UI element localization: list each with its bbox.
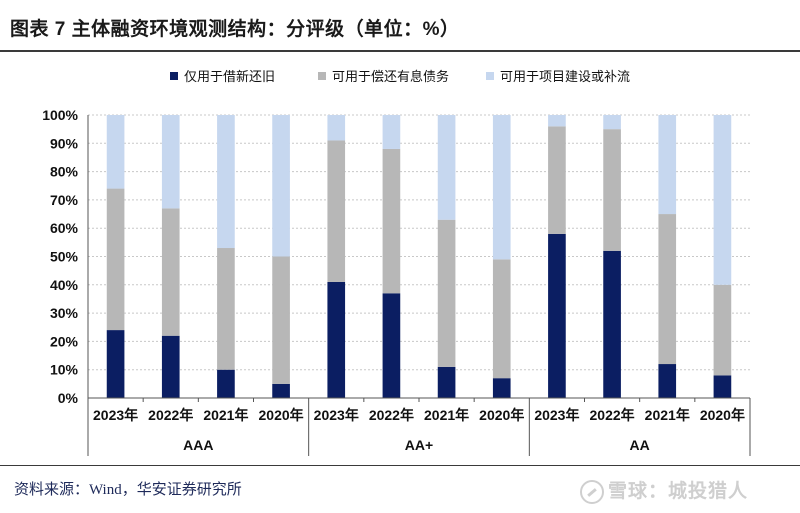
footer-divider (0, 465, 800, 466)
x-tick-label: 2021年 (645, 407, 690, 423)
y-tick-label: 30% (50, 305, 79, 321)
watermark-text: 雪球：城投猎人 (608, 481, 749, 502)
x-tick-label: 2023年 (534, 407, 579, 423)
bar-segment-2 (437, 219, 456, 367)
legend-swatch-2 (318, 72, 326, 80)
bar-segment-1 (603, 250, 621, 398)
title-divider (0, 50, 800, 52)
bar-segment-3 (272, 115, 290, 257)
bar-segment-1 (327, 281, 346, 398)
chart-bars (106, 115, 732, 398)
legend-label-1: 仅用于借新还旧 (184, 69, 275, 84)
legend-swatch-3 (486, 72, 494, 80)
bar-segment-1 (161, 335, 180, 398)
bar-segment-3 (382, 115, 401, 149)
bar-segment-2 (327, 140, 346, 282)
bar-segment-3 (161, 115, 180, 209)
x-tick-label: 2023年 (314, 407, 359, 423)
bar-segment-1 (492, 378, 511, 398)
chart-labels: 0% 10% 20% 30% 40% 50% 60% 70% 80% 90% 100% 2023年 20… (42, 107, 745, 453)
bar-segment-3 (603, 115, 621, 130)
bar-segment-2 (603, 129, 621, 251)
bar-segment-1 (217, 369, 235, 398)
bar-segment-2 (106, 188, 125, 331)
bar-segment-1 (382, 293, 401, 398)
chart-gridlines (88, 114, 750, 371)
bar-segment-1 (272, 383, 290, 398)
x-tick-label: 2020年 (259, 407, 304, 423)
y-tick-label: 70% (50, 192, 79, 208)
x-tick-label: 2020年 (479, 407, 524, 423)
bar-segment-3 (327, 115, 346, 141)
bar-segment-1 (713, 375, 732, 398)
bar-segment-2 (713, 284, 732, 376)
chart-legend: 仅用于借新还旧 可用于偿还有息债务 可用于项目建设或补流 (170, 69, 630, 84)
y-tick-label: 90% (50, 135, 79, 151)
legend-label-2: 可用于偿还有息债务 (332, 69, 449, 84)
x-tick-label: 2021年 (203, 407, 248, 423)
bar-segment-3 (437, 115, 456, 220)
x-tick-label: 2022年 (590, 407, 635, 423)
group-label: AA (630, 437, 650, 453)
bar-segment-1 (437, 366, 456, 398)
y-tick-label: 60% (50, 220, 79, 236)
y-tick-label: 40% (50, 277, 79, 293)
figure-title: 图表 7 主体融资环境观测结构：分评级（单位：%） (10, 19, 460, 40)
bar-segment-2 (272, 256, 290, 384)
bar-segment-3 (106, 115, 125, 189)
source-note: 资料来源：Wind，华安证券研究所 (14, 482, 242, 498)
x-tick-label: 2023年 (93, 407, 138, 423)
y-tick-label: 20% (50, 333, 79, 349)
bar-segment-2 (217, 248, 235, 370)
bar-segment-3 (713, 115, 732, 285)
bar-segment-2 (161, 208, 180, 336)
group-label: AA+ (405, 437, 433, 453)
bar-segment-2 (658, 214, 677, 365)
bar-segment-2 (382, 148, 401, 294)
bar-segment-3 (548, 115, 566, 127)
bar-segment-3 (217, 115, 235, 249)
bar-segment-1 (106, 330, 125, 398)
watermark: 雪球：城投猎人 (580, 476, 748, 504)
bar-segment-2 (492, 259, 511, 379)
group-label: AAA (183, 437, 213, 453)
bar-segment-1 (658, 364, 677, 398)
snowball-logo-icon (580, 479, 604, 504)
x-tick-label: 2022年 (369, 407, 414, 423)
y-tick-label: 80% (50, 164, 79, 180)
legend-label-3: 可用于项目建设或补流 (500, 69, 630, 84)
bar-segment-1 (548, 233, 566, 398)
x-tick-label: 2020年 (700, 407, 745, 423)
y-tick-label: 50% (50, 249, 79, 265)
y-tick-label: 0% (58, 390, 79, 406)
y-tick-label: 100% (42, 107, 78, 123)
x-tick-label: 2022年 (148, 407, 193, 423)
chart-axes (87, 115, 751, 456)
bar-segment-2 (548, 126, 566, 234)
bar-segment-3 (492, 115, 511, 260)
stacked-bar-chart: 仅用于借新还旧 可用于偿还有息债务 可用于项目建设或补流 0% 10% 20% 30% 40… (42, 69, 751, 456)
bar-segment-3 (658, 115, 677, 215)
legend-swatch-1 (170, 72, 178, 80)
x-tick-label: 2021年 (424, 407, 469, 423)
y-tick-label: 10% (50, 362, 79, 378)
